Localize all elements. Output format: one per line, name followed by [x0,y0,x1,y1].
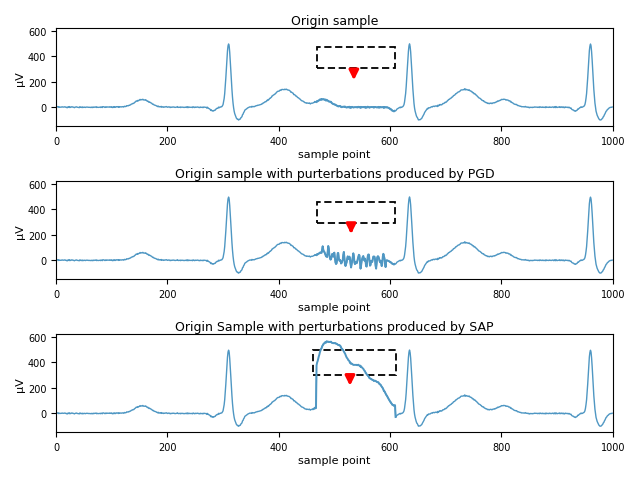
Title: Origin sample with purterbations produced by PGD: Origin sample with purterbations produce… [175,168,494,181]
X-axis label: sample point: sample point [298,302,371,312]
Bar [317,203,394,224]
Title: Origin Sample with perturbations produced by SAP: Origin Sample with perturbations produce… [175,321,493,334]
X-axis label: sample point: sample point [298,455,371,465]
X-axis label: sample point: sample point [298,149,371,159]
Bar [317,48,394,69]
Y-axis label: μV: μV [15,376,25,391]
Bar [313,350,396,375]
Y-axis label: μV: μV [15,224,25,238]
Y-axis label: μV: μV [15,71,25,85]
Title: Origin sample: Origin sample [291,15,378,28]
